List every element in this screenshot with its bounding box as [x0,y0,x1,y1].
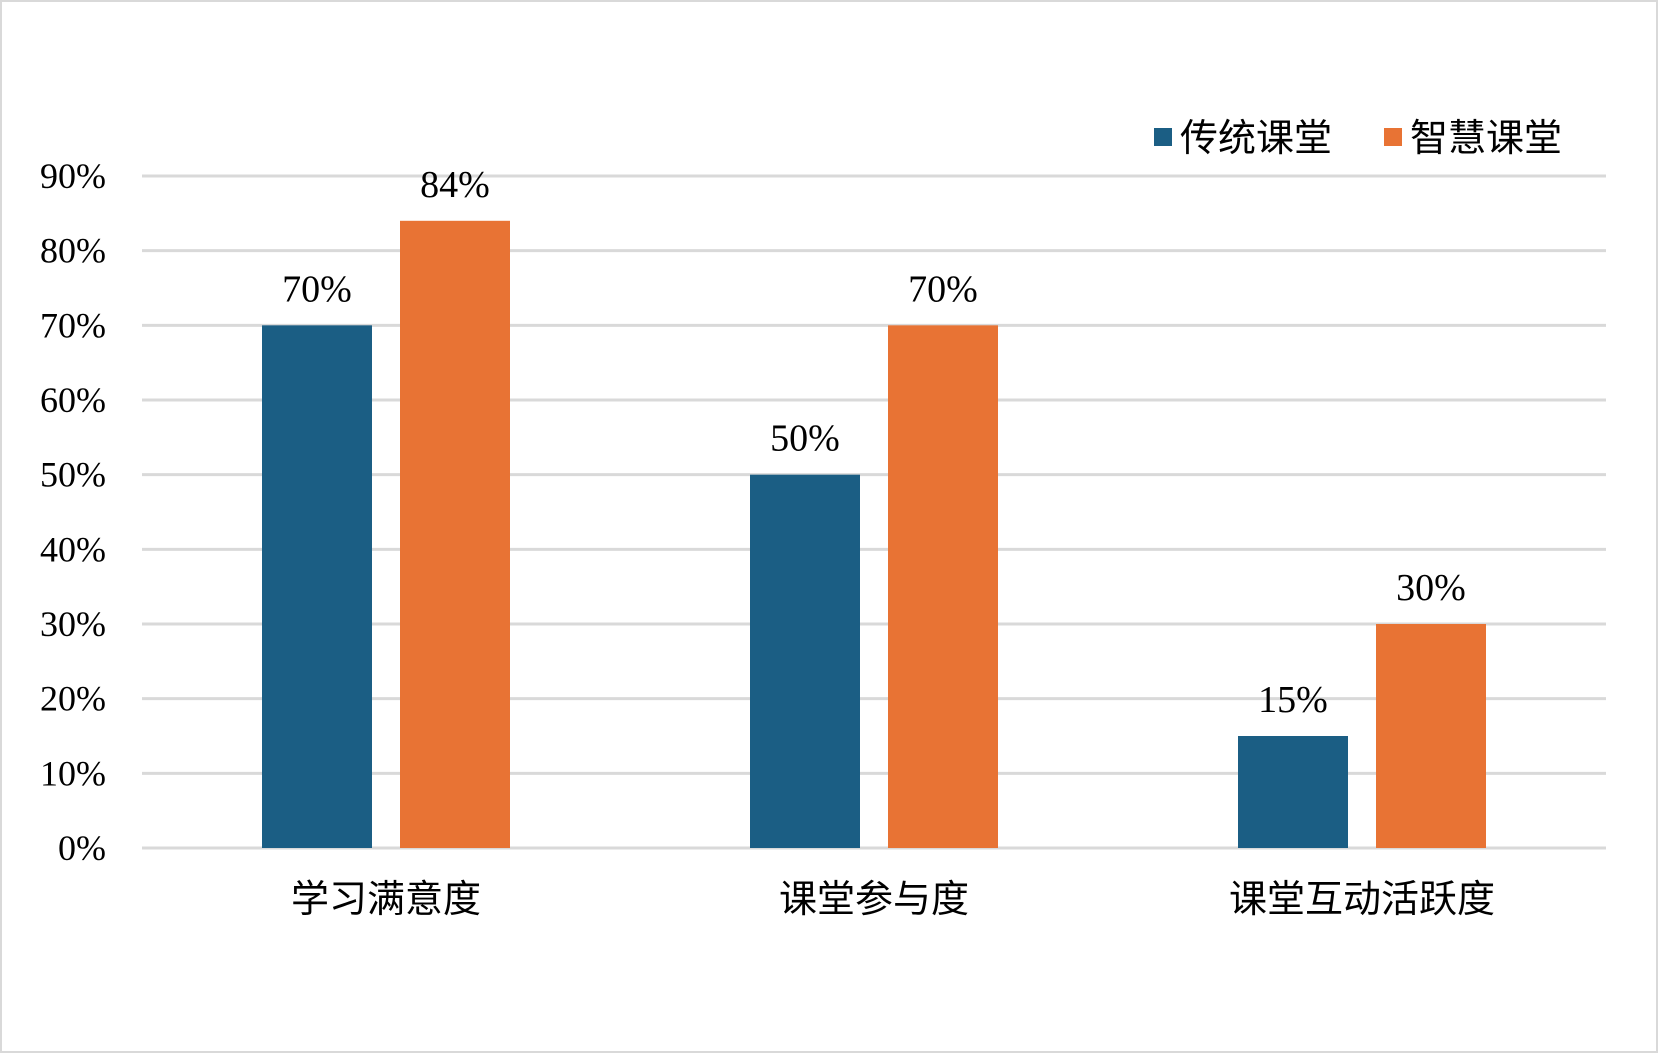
y-tick-label: 40% [40,529,106,569]
bar-2-1 [1376,624,1486,848]
data-label: 50% [770,418,840,460]
legend: 传统课堂 智慧课堂 [1154,116,1562,160]
x-category-label: 学习满意度 [291,877,481,921]
x-axis-categories: 学习满意度 课堂参与度 课堂互动活跃度 [291,877,1495,921]
bar-0-1 [400,220,510,849]
legend-label: 智慧课堂 [1410,116,1562,160]
data-labels: 70% 84% 50% 70% 15% 30% [282,164,1466,721]
data-label: 30% [1396,567,1466,609]
y-tick-label: 10% [40,753,106,793]
data-label: 84% [420,164,490,206]
data-label: 70% [908,268,978,310]
x-category-label: 课堂互动活跃度 [1229,877,1495,921]
bar-0-0 [262,325,372,848]
data-label: 15% [1258,679,1328,721]
y-tick-label: 70% [40,305,106,345]
bar-1-0 [750,474,860,848]
y-tick-label: 60% [40,380,106,420]
bars [262,220,1486,849]
legend-label: 传统课堂 [1180,116,1332,160]
data-label: 70% [282,268,352,310]
y-axis-ticks: 0% 10% 20% 30% 40% 50% 60% 70% 80% 90% [40,156,106,868]
x-category-label: 课堂参与度 [779,877,969,921]
y-tick-label: 0% [58,828,106,868]
bar-1-1 [888,325,998,848]
legend-swatch [1154,128,1172,146]
bar-2-0 [1238,736,1348,848]
gridlines [142,174,1606,850]
y-tick-label: 80% [40,231,106,271]
y-tick-label: 90% [40,156,106,196]
y-tick-label: 50% [40,455,106,495]
legend-swatch [1384,128,1402,146]
y-tick-label: 30% [40,604,106,644]
y-tick-label: 20% [40,679,106,719]
